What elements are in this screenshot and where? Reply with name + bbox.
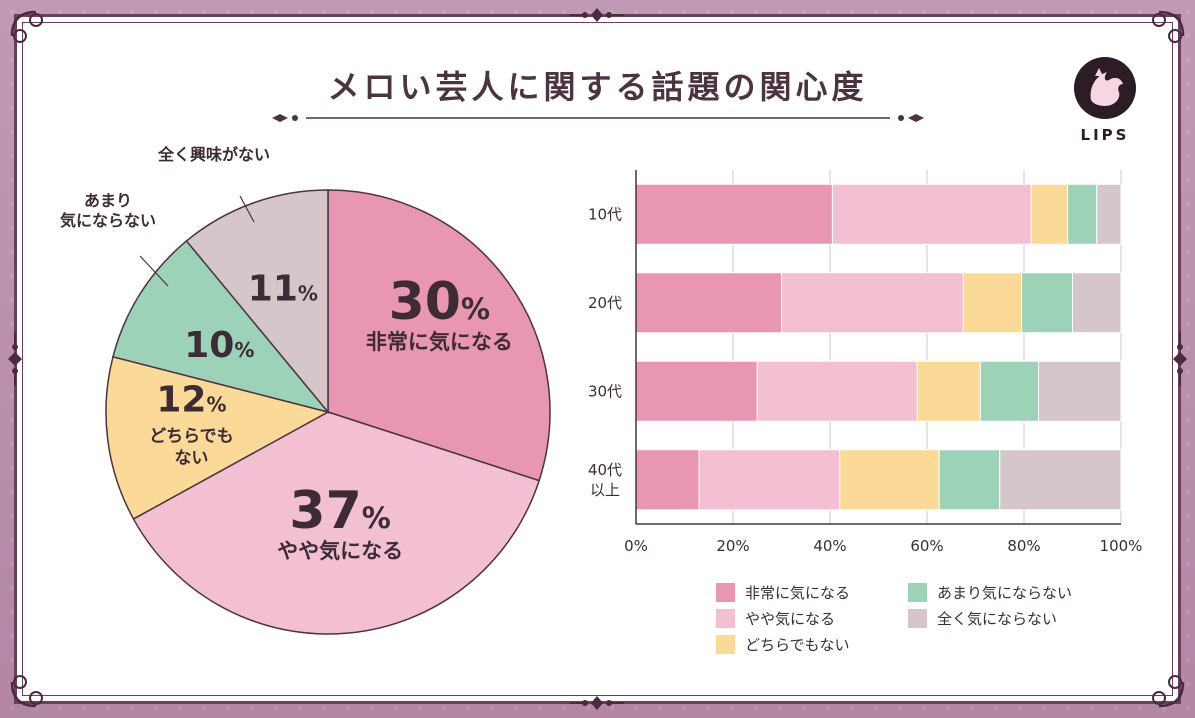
bar-segment (831, 183, 1032, 245)
bar-segment (999, 449, 1122, 511)
legend-swatch (908, 583, 927, 602)
legend-item-very-interested: 非常に気になる (716, 582, 850, 603)
bar-segment (635, 449, 700, 511)
bar-segment (635, 360, 758, 422)
legend-swatch (716, 635, 735, 654)
pie-category-label: ない (174, 448, 208, 468)
legend-label: どちらでもない (745, 636, 850, 654)
bar-segment (962, 272, 1023, 334)
edge-ornament-top (570, 8, 624, 22)
chart-title: メロい芸人に関する話題の関心度 (327, 68, 868, 106)
pie-slice (185, 189, 329, 415)
bar-segment (1021, 272, 1074, 334)
legend-swatch (908, 609, 927, 628)
corner-ornament-bottom-right (1152, 675, 1185, 708)
edge-ornament-left (8, 332, 22, 386)
pie-slice (112, 239, 331, 414)
legend-item-somewhat-interested: やや気になる (716, 608, 835, 629)
pie-value-label: 10% (184, 325, 254, 366)
bar-segment (979, 360, 1040, 422)
pie-category-label: 気にならない (60, 211, 156, 230)
title-underline-ornament (272, 114, 924, 122)
y-category-label: 10代 (588, 205, 622, 223)
x-tick-label: 100% (1100, 537, 1143, 555)
legend-item-not-interested: 全く気にならない (908, 608, 1057, 629)
x-tick-label: 40% (813, 537, 846, 555)
legend-item-neutral: どちらでもない (716, 634, 850, 655)
bar-segment (756, 360, 918, 422)
corner-ornament-bottom-left (10, 675, 43, 708)
pie-category-label: やや気になる (277, 539, 403, 563)
legend-label: 全く気にならない (937, 610, 1058, 628)
bar-segment (1038, 360, 1122, 422)
legend-label: やや気になる (745, 610, 836, 628)
legend-swatch (716, 609, 735, 628)
pie-slice (327, 189, 551, 482)
bar-segment (1072, 272, 1122, 334)
pie-slice (132, 411, 541, 635)
pie-slice (105, 355, 331, 520)
logo-text: LIPS (1080, 126, 1130, 144)
legend-label: 非常に気になる (745, 584, 851, 602)
legend-label: あまり気にならない (937, 584, 1073, 602)
bar-segment (1067, 183, 1098, 245)
y-category-label: 以上 (590, 481, 620, 499)
pie-leader-line (139, 255, 169, 287)
legend-item-not-very-interested: あまり気にならない (908, 582, 1072, 603)
bar-segment (916, 360, 981, 422)
bar-segment (839, 449, 940, 511)
bar-segment (1030, 183, 1069, 245)
edge-ornament-right (1173, 332, 1187, 386)
y-category-label: 30代 (588, 382, 622, 400)
bar-segment (635, 183, 833, 245)
x-tick-label: 20% (716, 537, 749, 555)
pie-leader-line (239, 195, 255, 223)
corner-ornament-top-right (1152, 10, 1185, 43)
x-tick-label: 80% (1007, 537, 1040, 555)
y-category-label: 40代 (588, 461, 622, 479)
bar-segment (1096, 183, 1122, 245)
pie-category-label: どちらでも (149, 426, 234, 446)
bar-segment (938, 449, 1001, 511)
edge-ornament-bottom (570, 696, 624, 710)
lips-logo-icon (1074, 57, 1136, 119)
bar-segment (698, 449, 841, 511)
bar-segment (781, 272, 964, 334)
y-category-label: 20代 (588, 294, 622, 312)
pie-value-label: 12% (156, 379, 226, 420)
pie-category-label: 全く興味がない (157, 145, 270, 164)
x-tick-label: 0% (624, 537, 648, 555)
pie-category-label: あまり (84, 191, 132, 210)
x-tick-label: 60% (910, 537, 943, 555)
pie-category-label: 非常に気になる (366, 330, 513, 354)
bar-segment (635, 272, 782, 334)
corner-ornament-top-left (10, 10, 43, 43)
legend-swatch (716, 583, 735, 602)
